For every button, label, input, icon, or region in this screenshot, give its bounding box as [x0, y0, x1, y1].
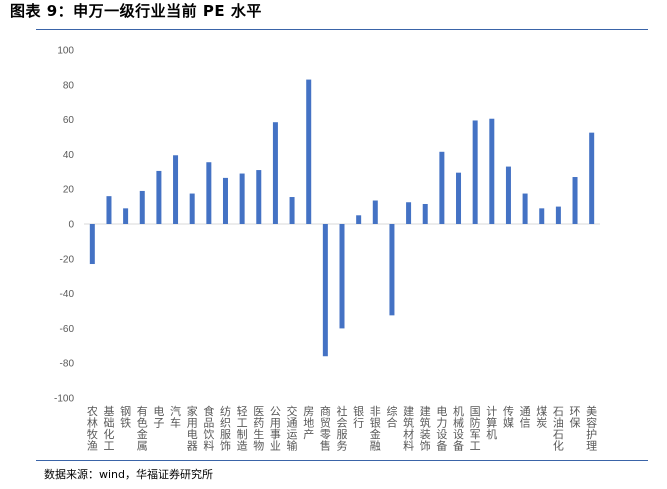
figure-title: 图表 9：申万一级行业当前 PE 水平: [10, 2, 262, 20]
category-label: 社会服务: [337, 404, 348, 453]
bar: [572, 177, 578, 224]
footer-rule: [36, 460, 648, 461]
category-label: 食品饮料: [203, 404, 214, 453]
bar: [555, 206, 561, 224]
y-tick-label: -80: [60, 359, 75, 370]
category-label: 公用事业: [270, 405, 281, 453]
category-label: 电子: [153, 405, 164, 430]
bar: [139, 190, 145, 224]
bar: [173, 155, 179, 224]
bar: [589, 132, 595, 224]
y-tick-label: -40: [60, 289, 75, 300]
category-label: 商贸零售: [320, 404, 331, 453]
bar: [189, 193, 195, 224]
category-label: 纺织服饰: [220, 404, 231, 453]
category-label: 家用电器: [187, 404, 198, 453]
category-label: 传媒: [503, 405, 514, 430]
category-label: 钢铁: [120, 405, 131, 430]
category-label: 石油石化: [553, 405, 564, 453]
y-tick-label: 0: [68, 220, 74, 231]
bar: [505, 166, 511, 224]
category-label-layer: 农林牧渔基础化工钢铁有色金属电子汽车家用电器食品饮料纺织服饰轻工制造医药生物公用…: [87, 404, 597, 453]
category-label: 基础化工: [103, 405, 114, 453]
category-label: 有色金属: [137, 404, 148, 453]
category-label: 国防军工: [470, 405, 481, 453]
category-label: 环保: [570, 405, 581, 430]
bar: [206, 162, 212, 224]
bar: [406, 202, 412, 224]
category-label: 通信: [520, 405, 531, 430]
bar: [539, 208, 545, 224]
category-label: 轻工制造: [237, 404, 248, 453]
y-tick-label: -60: [60, 324, 75, 335]
category-label: 综合: [386, 404, 397, 430]
category-label: 计算机: [486, 405, 497, 441]
bar: [322, 224, 328, 357]
y-tick-label: -100: [54, 394, 74, 405]
bar: [489, 118, 495, 224]
bar: [272, 122, 278, 224]
bar-chart: -100 -80 -60 -40 -20 0 20 40 60 80 100 农林牧渔基础化工钢铁有…: [54, 46, 600, 453]
y-tick-label: 20: [63, 185, 75, 196]
bar: [372, 200, 378, 224]
category-label: 美容护理: [586, 405, 597, 453]
bar: [522, 193, 528, 224]
y-tick-label: 100: [57, 46, 74, 57]
source-note: 数据来源：wind，华福证券研究所: [44, 468, 214, 481]
bar: [222, 177, 228, 224]
y-tick-label: -20: [60, 254, 75, 265]
bar: [289, 197, 295, 224]
bar: [306, 79, 312, 224]
bar-layer: [89, 79, 595, 357]
bar: [389, 224, 395, 316]
y-tick-label: 60: [63, 115, 75, 126]
y-tick-label: 40: [63, 150, 75, 161]
category-label: 建筑装饰: [420, 404, 431, 453]
bar: [422, 203, 428, 224]
title-rule: [36, 29, 648, 30]
bar: [439, 151, 445, 224]
category-label: 农林牧渔: [87, 404, 98, 453]
bar: [156, 170, 162, 224]
bar: [239, 173, 245, 224]
category-label: 非银金融: [370, 405, 381, 453]
category-label: 建筑材料: [403, 404, 414, 453]
bar: [123, 208, 129, 224]
bar: [89, 224, 95, 265]
category-label: 医药生物: [253, 405, 264, 453]
category-label: 机械设备: [453, 404, 464, 453]
category-label: 交通运输: [287, 404, 298, 453]
category-label: 煤炭: [536, 405, 547, 430]
y-tick-label: 80: [63, 80, 75, 91]
bar: [339, 224, 345, 329]
category-label: 电力设备: [436, 405, 447, 453]
bar: [472, 120, 478, 224]
category-label: 银行: [353, 404, 364, 430]
bar: [356, 215, 362, 224]
bar: [106, 196, 112, 224]
bar: [456, 172, 462, 224]
category-label: 汽车: [170, 404, 181, 430]
category-label: 房地产: [303, 405, 314, 441]
bar: [256, 170, 262, 224]
